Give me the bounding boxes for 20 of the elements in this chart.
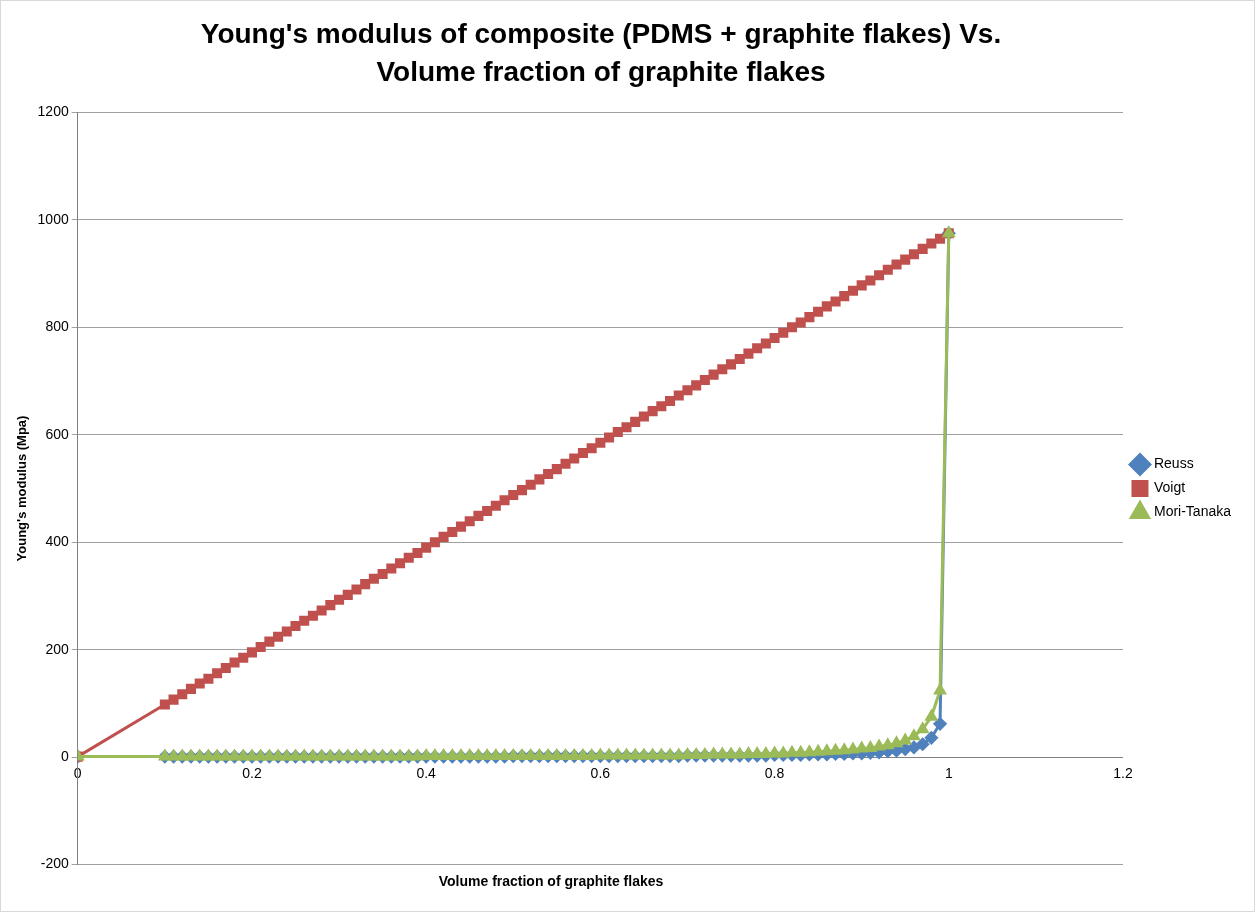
x-tick-label: 0.2 — [242, 765, 262, 782]
x-tick-label: 1 — [944, 765, 953, 782]
x-axis-title: Volume fraction of graphite flakes — [437, 873, 665, 889]
y-tick-label: 400 — [45, 533, 69, 550]
x-tick-label: 0.4 — [416, 765, 437, 782]
x-tick-label: 0.6 — [590, 765, 611, 782]
y-axis-title: Young's modulus (Mpa) — [14, 415, 30, 562]
x-tick-label: 0.8 — [764, 765, 785, 782]
y-tick-label: 200 — [45, 640, 69, 657]
legend-label: Reuss — [1153, 455, 1194, 472]
y-tick-label: 600 — [45, 425, 69, 442]
y-tick-label: 1200 — [37, 103, 69, 120]
legend-label: Mori-Tanaka — [1153, 503, 1232, 520]
y-tick-label: -200 — [40, 855, 69, 872]
chart-title: Young's modulus of composite (PDMS + graphite flakes) Vs. Volume fraction of graphite flakes — [199, 17, 1003, 89]
y-tick-label: 800 — [45, 318, 69, 335]
y-tick-label: 0 — [60, 748, 69, 764]
legend-label: Voigt — [1153, 479, 1186, 496]
x-tick-label: 1.2 — [1113, 765, 1133, 782]
y-tick-label: 1000 — [37, 210, 69, 227]
